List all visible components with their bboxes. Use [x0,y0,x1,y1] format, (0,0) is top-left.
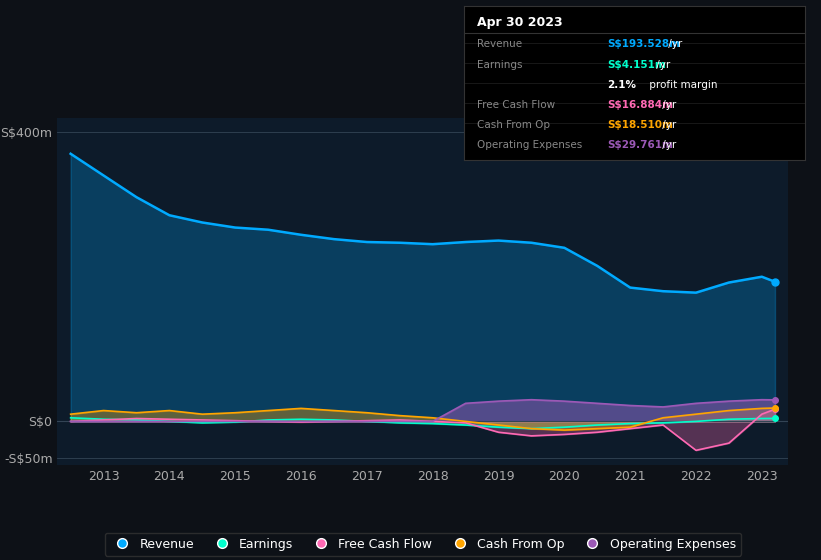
Text: S$16.884m: S$16.884m [607,100,673,110]
Text: /yr: /yr [654,59,671,69]
Text: Free Cash Flow: Free Cash Flow [478,100,556,110]
Text: /yr: /yr [665,39,682,49]
Text: S$193.528m: S$193.528m [607,39,680,49]
Text: /yr: /yr [659,100,677,110]
Text: 2.1%: 2.1% [607,80,636,90]
Text: /yr: /yr [659,120,677,129]
Text: Revenue: Revenue [478,39,523,49]
Text: Apr 30 2023: Apr 30 2023 [478,16,563,29]
Text: S$29.761m: S$29.761m [607,139,673,150]
Text: Cash From Op: Cash From Op [478,120,551,129]
Text: /yr: /yr [659,139,677,150]
Text: Earnings: Earnings [478,59,523,69]
Text: S$18.510m: S$18.510m [607,120,673,129]
Text: profit margin: profit margin [646,80,718,90]
Text: Operating Expenses: Operating Expenses [478,139,583,150]
Legend: Revenue, Earnings, Free Cash Flow, Cash From Op, Operating Expenses: Revenue, Earnings, Free Cash Flow, Cash … [104,533,741,556]
Text: S$4.151m: S$4.151m [607,59,666,69]
